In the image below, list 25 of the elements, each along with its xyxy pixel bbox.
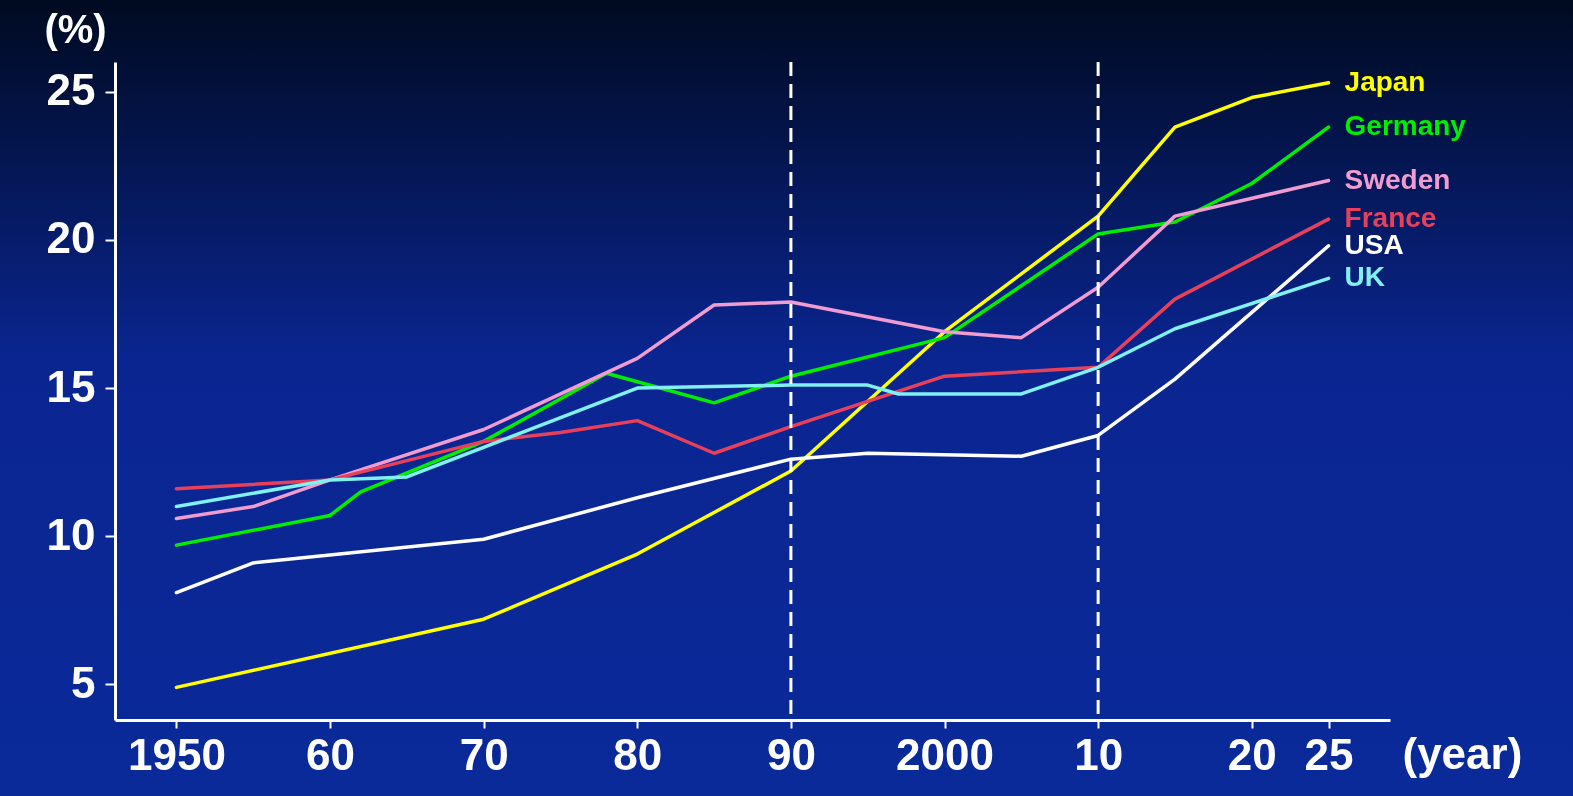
x-tick-label: 1950 <box>128 729 226 779</box>
line-series <box>174 125 1331 547</box>
series-label: Japan <box>1344 65 1426 97</box>
line-series <box>174 276 1331 509</box>
y-tick-label: 25 <box>46 65 96 115</box>
line-series <box>174 217 1331 491</box>
series-label: Germany <box>1344 110 1467 142</box>
line-series <box>174 81 1331 690</box>
x-tick-label: 60 <box>306 729 356 779</box>
x-axis-title: (year) <box>1402 728 1523 778</box>
y-tick-label: 15 <box>46 361 96 411</box>
y-axis-title: (%) <box>44 6 107 51</box>
series-label: Sweden <box>1344 163 1451 195</box>
x-tick-label: 2000 <box>896 729 994 779</box>
series-label: UK <box>1344 261 1386 293</box>
x-tick-label: 20 <box>1227 729 1277 779</box>
x-tick-label: 70 <box>459 729 509 779</box>
x-tick-label: 80 <box>613 729 663 779</box>
line-series <box>174 178 1331 521</box>
y-tick-label: 5 <box>71 657 96 707</box>
y-tick-label: 10 <box>46 509 96 559</box>
x-tick-label: 10 <box>1074 729 1124 779</box>
y-tick-label: 20 <box>46 213 96 263</box>
x-tick-label: 90 <box>766 729 816 779</box>
x-tick-label: 25 <box>1304 729 1354 779</box>
